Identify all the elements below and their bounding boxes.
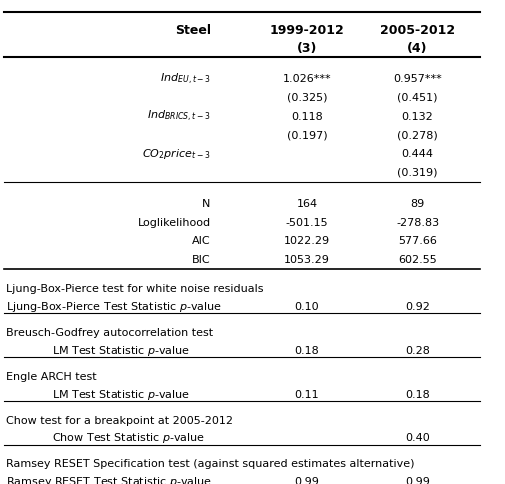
Text: BIC: BIC — [192, 255, 211, 265]
Text: (0.451): (0.451) — [397, 93, 438, 103]
Text: 89: 89 — [411, 198, 425, 209]
Text: 0.18: 0.18 — [294, 345, 319, 355]
Text: 577.66: 577.66 — [398, 236, 437, 246]
Text: Engle ARCH test: Engle ARCH test — [6, 371, 97, 381]
Text: 0.10: 0.10 — [294, 302, 319, 311]
Text: 0.957***: 0.957*** — [393, 74, 442, 84]
Text: $\mathit{Ind}_{EU,t-3}$: $\mathit{Ind}_{EU,t-3}$ — [160, 72, 211, 87]
Text: (0.325): (0.325) — [287, 93, 327, 103]
Text: 2005-2012: 2005-2012 — [380, 24, 455, 37]
Text: -278.83: -278.83 — [396, 217, 439, 227]
Text: Loglikelihood: Loglikelihood — [137, 217, 211, 227]
Text: Breusch-Godfrey autocorrelation test: Breusch-Godfrey autocorrelation test — [6, 327, 213, 337]
Text: 0.28: 0.28 — [405, 345, 430, 355]
Text: $\mathit{Ind}_{BRICS,t-3}$: $\mathit{Ind}_{BRICS,t-3}$ — [147, 109, 211, 124]
Text: (0.197): (0.197) — [287, 130, 327, 140]
Text: N: N — [203, 198, 211, 209]
Text: 1022.29: 1022.29 — [284, 236, 330, 246]
Text: 0.40: 0.40 — [405, 433, 430, 442]
Text: 0.11: 0.11 — [294, 389, 319, 399]
Text: 0.18: 0.18 — [405, 389, 430, 399]
Text: 1999-2012: 1999-2012 — [270, 24, 344, 37]
Text: Steel: Steel — [175, 24, 211, 37]
Text: Ljung-Box-Pierce Test Statistic $p$-value: Ljung-Box-Pierce Test Statistic $p$-valu… — [6, 300, 222, 313]
Text: AIC: AIC — [192, 236, 211, 246]
Text: 164: 164 — [296, 198, 318, 209]
Text: 1053.29: 1053.29 — [284, 255, 330, 265]
Text: 0.99: 0.99 — [405, 476, 430, 484]
Text: Ramsey RESET Specification test (against squared estimates alternative): Ramsey RESET Specification test (against… — [6, 458, 415, 469]
Text: (0.319): (0.319) — [397, 167, 438, 178]
Text: 602.55: 602.55 — [398, 255, 437, 265]
Text: -501.15: -501.15 — [286, 217, 328, 227]
Text: Chow Test Statistic $p$-value: Chow Test Statistic $p$-value — [52, 430, 205, 444]
Text: LM Test Statistic $p$-value: LM Test Statistic $p$-value — [52, 387, 190, 401]
Text: (3): (3) — [297, 42, 317, 55]
Text: Chow test for a breakpoint at 2005-2012: Chow test for a breakpoint at 2005-2012 — [6, 415, 233, 424]
Text: Ramsey RESET Test Statistic $p$-value: Ramsey RESET Test Statistic $p$-value — [6, 474, 213, 484]
Text: 0.132: 0.132 — [402, 111, 433, 121]
Text: 1.026***: 1.026*** — [283, 74, 331, 84]
Text: 0.99: 0.99 — [294, 476, 319, 484]
Text: LM Test Statistic $p$-value: LM Test Statistic $p$-value — [52, 343, 190, 357]
Text: 0.92: 0.92 — [405, 302, 430, 311]
Text: 0.444: 0.444 — [401, 149, 434, 159]
Text: $CO_2price_{t-3}$: $CO_2price_{t-3}$ — [142, 147, 211, 161]
Text: (4): (4) — [408, 42, 428, 55]
Text: Ljung-Box-Pierce test for white noise residuals: Ljung-Box-Pierce test for white noise re… — [6, 284, 264, 294]
Text: 0.118: 0.118 — [291, 111, 323, 121]
Text: (0.278): (0.278) — [397, 130, 438, 140]
